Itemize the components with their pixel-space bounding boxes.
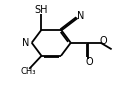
Text: O: O	[86, 57, 93, 67]
Text: N: N	[77, 11, 84, 21]
Text: SH: SH	[35, 5, 48, 15]
Text: O: O	[99, 36, 107, 46]
Text: N: N	[22, 38, 30, 48]
Text: CH₃: CH₃	[21, 67, 36, 76]
